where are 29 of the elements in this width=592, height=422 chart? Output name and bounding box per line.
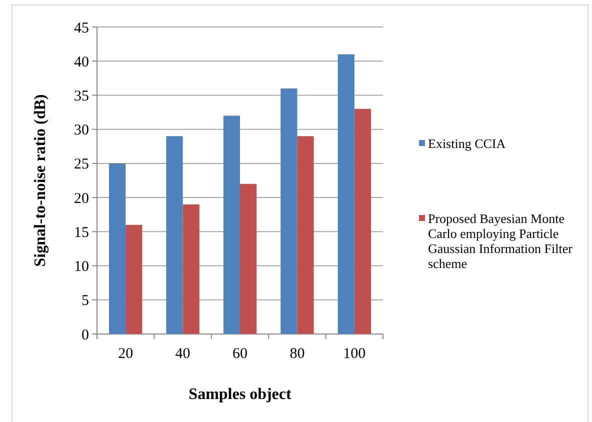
x-tick-label: 40 (175, 346, 190, 362)
y-tick-label: 40 (74, 54, 89, 70)
y-tick-label: 10 (74, 259, 89, 276)
y-tick-label: 20 (74, 190, 89, 207)
x-tick-label: 20 (118, 346, 134, 362)
bar (166, 136, 183, 334)
y-axis-title: Signal-to-noise ratio (dB) (32, 94, 49, 267)
bar (280, 88, 298, 334)
bar (338, 54, 354, 334)
bar (240, 184, 257, 334)
legend-label: Existing CCIA (428, 136, 506, 151)
y-tick-label: 25 (74, 156, 89, 173)
y-tick-label: 30 (74, 122, 89, 139)
x-tick-label: 100 (343, 346, 366, 362)
y-tick-label: 35 (74, 88, 89, 104)
x-axis-title: Samples object (188, 386, 292, 403)
bar (223, 116, 240, 334)
y-tick-label: 5 (82, 293, 89, 310)
bar (297, 136, 314, 334)
x-tick-label: 80 (290, 346, 305, 362)
bar (109, 163, 126, 334)
bar (126, 224, 142, 334)
bar (354, 108, 371, 334)
bar (182, 204, 200, 334)
y-tick-label: 45 (74, 20, 89, 36)
y-tick-label: 15 (74, 224, 89, 241)
y-tick-label: 0 (82, 327, 89, 344)
legend-label: Proposed Bayesian Monte Carlo employing Particle Gaussian Information Filter scheme (428, 211, 574, 271)
x-tick-label: 60 (232, 346, 248, 362)
